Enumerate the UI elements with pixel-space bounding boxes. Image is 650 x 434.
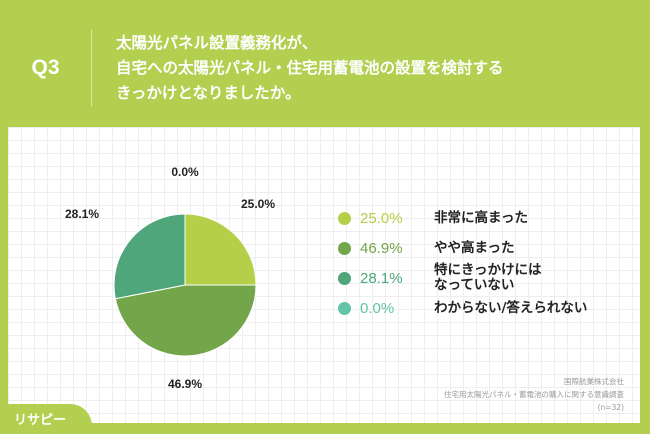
source-survey: 住宅用太陽光パネル・蓄電池の購入に関する意識調査 — [444, 390, 624, 399]
question-title: 太陽光パネル設置義務化が、 自宅への太陽光パネル・住宅用蓄電池の設置を検討する … — [116, 33, 504, 102]
divider — [91, 29, 92, 107]
logo: リサピー — [0, 404, 92, 434]
data-label: 0.0% — [171, 165, 199, 179]
legend-swatch — [338, 241, 351, 255]
legend-swatch — [338, 271, 351, 285]
legend-swatch — [338, 211, 351, 225]
question-number: Q3 — [31, 56, 60, 79]
legend-value: 28.1% — [360, 269, 403, 287]
legend-value: 46.9% — [360, 239, 403, 257]
legend-item: 46.9% やや高まった — [338, 233, 638, 263]
pie-chart: 25.0% 46.9% 28.1% 0.0% — [65, 165, 275, 391]
legend-item: 25.0% 非常に高まった — [338, 203, 638, 233]
pie-slice — [114, 284, 257, 357]
legend: 25.0% 非常に高まった 46.9% やや高まった 28.1% 特にきっかけには なって… — [338, 203, 638, 323]
legend-label: やや高まった — [434, 239, 515, 256]
source-company: 国際航業株式会社 — [564, 377, 624, 386]
header: Q3 太陽光パネル設置義務化が、 自宅への太陽光パネル・住宅用蓄電池の設置を検討… — [0, 26, 650, 110]
legend-value: 25.0% — [360, 209, 403, 227]
source-note: 国際航業株式会社 住宅用太陽光パネル・蓄電池の購入に関する意識調査 (n=32) — [324, 375, 624, 414]
data-label: 28.1% — [65, 207, 99, 221]
data-label: 25.0% — [241, 197, 275, 211]
legend-item: 0.0% わからない/答えられない — [338, 293, 638, 323]
logo-text: リサピー — [14, 413, 67, 428]
data-label: 46.9% — [168, 377, 202, 391]
legend-label: 特にきっかけには なっていない — [434, 262, 542, 293]
chart-panel: 25.0% 46.9% 28.1% 0.0% 25.0% 非常に高まった 46.9% やや高… — [8, 127, 640, 423]
legend-value: 0.0% — [360, 299, 395, 317]
legend-label: 非常に高まった — [434, 209, 528, 226]
legend-swatch — [338, 301, 351, 315]
sample-size: (n=32) — [597, 403, 624, 412]
pie-slice — [113, 213, 186, 300]
pie-slice — [184, 213, 257, 286]
legend-label: わからない/答えられない — [434, 299, 588, 316]
legend-item: 28.1% 特にきっかけには なっていない — [338, 263, 638, 293]
